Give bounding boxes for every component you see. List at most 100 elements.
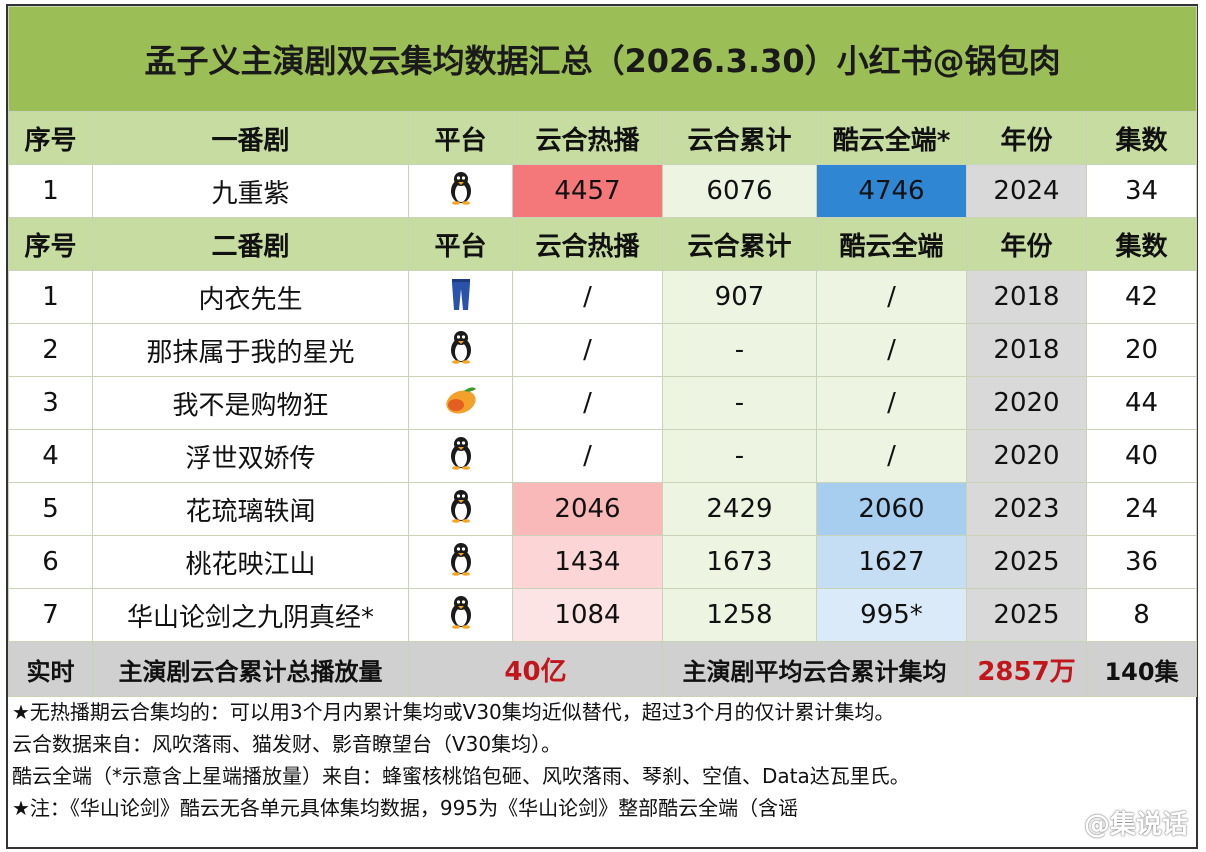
- yunhe-cumulative-cell: 2429: [662, 482, 817, 536]
- avg-value: 2857万: [966, 641, 1087, 697]
- table-row: 7 华山论剑之九阴真经* 1084 1258 995* 2025 8: [8, 588, 1198, 642]
- yunhe-hot-cell: 4457: [512, 164, 663, 218]
- note-line: ★注：《华山论剑》酷云无各单元具体集均数据，995为《华山论剑》整部酷云全端（含…: [12, 796, 799, 820]
- kuyun-all-cell: /: [816, 376, 967, 430]
- row-number-cell: 4: [8, 429, 93, 483]
- note-line: 云合数据来自：风吹落雨、猫发财、影音瞭望台（V30集均）。: [12, 732, 562, 756]
- data-sheet: 孟子义主演剧双云集均数据汇总（2026.3.30）小红书@锅包肉 序号 一番剧 …: [6, 4, 1198, 849]
- kuyun-all-cell: /: [816, 429, 967, 483]
- table-row: 3 我不是购物狂 / -/2020 44: [8, 376, 1198, 430]
- year-cell: 2023: [966, 482, 1087, 536]
- drama-name-cell: 华山论剑之九阴真经*: [92, 588, 409, 642]
- lead-rows: 1 九重紫 4457 6076 4746 2024 34: [8, 164, 1198, 218]
- yunhe-cumulative-cell: -: [662, 323, 817, 377]
- row-number-cell: 1: [8, 164, 93, 218]
- episodes-cell: 40: [1085, 429, 1198, 483]
- header-cell: 云合热播: [512, 217, 663, 271]
- header-cell: 酷云全端: [816, 217, 967, 271]
- second-rows: 1 内衣先生/907/2018 42 2 那抹属于我的星光 / -/2018 20 3 我不是购物…: [8, 270, 1198, 642]
- header-cell: 云合热播: [512, 111, 663, 165]
- header-cell: 集数: [1085, 217, 1198, 271]
- row-number-cell: 2: [8, 323, 93, 377]
- header-cell: 二番剧: [92, 217, 409, 271]
- watermark: @集说话: [1083, 810, 1188, 840]
- year-cell: 2018: [966, 323, 1087, 377]
- row-number-cell: 6: [8, 535, 93, 589]
- footer-row: 实时 主演剧云合累计总播放量 40亿 主演剧平均云合累计集均 2857万 140…: [8, 641, 1198, 697]
- drama-name-cell: 那抹属于我的星光: [92, 323, 409, 377]
- platform-cell: [408, 270, 513, 324]
- header-cell: 序号: [8, 217, 93, 271]
- drama-data-table: 孟子义主演剧双云集均数据汇总（2026.3.30）小红书@锅包肉 序号 一番剧 …: [7, 6, 1198, 697]
- yunhe-hot-cell: /: [512, 429, 663, 483]
- header-cell: 酷云全端*: [816, 111, 967, 165]
- year-cell: 2018: [966, 270, 1087, 324]
- kuyun-all-cell: 1627: [816, 535, 967, 589]
- header-cell: 序号: [8, 111, 93, 165]
- yunhe-hot-cell: 1084: [512, 588, 663, 642]
- notes: ★无热播期云合集均的：可以用3个月内累计集均或V30集均近似替代，超过3个月的仅…: [12, 696, 1196, 824]
- platform-cell: [408, 164, 513, 218]
- platform-cell: [408, 482, 513, 536]
- year-cell: 2020: [966, 376, 1087, 430]
- header-cell: 平台: [408, 217, 513, 271]
- header-cell: 云合累计: [662, 111, 817, 165]
- note-line: ★无热播期云合集均的：可以用3个月内累计集均或V30集均近似替代，超过3个月的仅…: [12, 700, 895, 724]
- drama-name-cell: 我不是购物狂: [92, 376, 409, 430]
- episodes-cell: 42: [1085, 270, 1198, 324]
- platform-cell: [408, 323, 513, 377]
- table-row: 5 花琉璃轶闻 2046 2429 2060 2023 24: [8, 482, 1198, 536]
- year-cell: 2020: [966, 429, 1087, 483]
- episodes-cell: 34: [1085, 164, 1198, 218]
- yunhe-cumulative-cell: 1673: [662, 535, 817, 589]
- header-row-second: 序号 二番剧 平台 云合热播 云合累计 酷云全端 年份 集数: [8, 217, 1198, 271]
- penguin-icon: [448, 542, 474, 583]
- yunhe-hot-cell: /: [512, 323, 663, 377]
- header-row-lead: 序号 一番剧 平台 云合热播 云合累计 酷云全端* 年份 集数: [8, 111, 1198, 165]
- penguin-icon: [448, 171, 474, 212]
- yunhe-hot-cell: /: [512, 376, 663, 430]
- avg-label: 主演剧平均云合累计集均: [662, 641, 967, 697]
- header-cell: 平台: [408, 111, 513, 165]
- kuyun-all-cell: 2060: [816, 482, 967, 536]
- total-value: 40亿: [408, 641, 663, 697]
- episodes-cell: 24: [1085, 482, 1198, 536]
- drama-name-cell: 内衣先生: [92, 270, 409, 324]
- kuyun-all-cell: /: [816, 270, 967, 324]
- year-cell: 2025: [966, 535, 1087, 589]
- header-cell: 一番剧: [92, 111, 409, 165]
- header-cell: 云合累计: [662, 217, 817, 271]
- yunhe-hot-cell: 2046: [512, 482, 663, 536]
- episodes-cell: 36: [1085, 535, 1198, 589]
- platform-cell: [408, 535, 513, 589]
- penguin-icon: [448, 595, 474, 636]
- kuyun-all-cell: 995*: [816, 588, 967, 642]
- year-cell: 2025: [966, 588, 1087, 642]
- header-cell: 年份: [966, 111, 1087, 165]
- kuyun-all-cell: /: [816, 323, 967, 377]
- jeans-icon: [450, 277, 472, 318]
- row-number-cell: 5: [8, 482, 93, 536]
- yunhe-hot-cell: 1434: [512, 535, 663, 589]
- row-number-cell: 1: [8, 270, 93, 324]
- table-title: 孟子义主演剧双云集均数据汇总（2026.3.30）小红书@锅包肉: [7, 6, 1198, 112]
- penguin-icon: [448, 489, 474, 530]
- platform-cell: [408, 376, 513, 430]
- drama-name-cell: 桃花映江山: [92, 535, 409, 589]
- drama-name-cell: 浮世双娇传: [92, 429, 409, 483]
- platform-cell: [408, 588, 513, 642]
- note-line: 酷云全端（*示意含上星端播放量）来自：蜂蜜核桃馅包砸、风吹落雨、琴刹、空值、Da…: [12, 764, 910, 788]
- yunhe-hot-cell: /: [512, 270, 663, 324]
- yunhe-cumulative-cell: 1258: [662, 588, 817, 642]
- row-number-cell: 7: [8, 588, 93, 642]
- penguin-icon: [448, 436, 474, 477]
- yunhe-cumulative-cell: -: [662, 376, 817, 430]
- episodes-cell: 44: [1085, 376, 1198, 430]
- penguin-icon: [448, 330, 474, 371]
- year-cell: 2024: [966, 164, 1087, 218]
- episodes-cell: 20: [1085, 323, 1198, 377]
- yunhe-cumulative-cell: 907: [662, 270, 817, 324]
- header-cell: 集数: [1085, 111, 1198, 165]
- total-label: 主演剧云合累计总播放量: [92, 641, 409, 697]
- table-row: 2 那抹属于我的星光 / -/2018 20: [8, 323, 1198, 377]
